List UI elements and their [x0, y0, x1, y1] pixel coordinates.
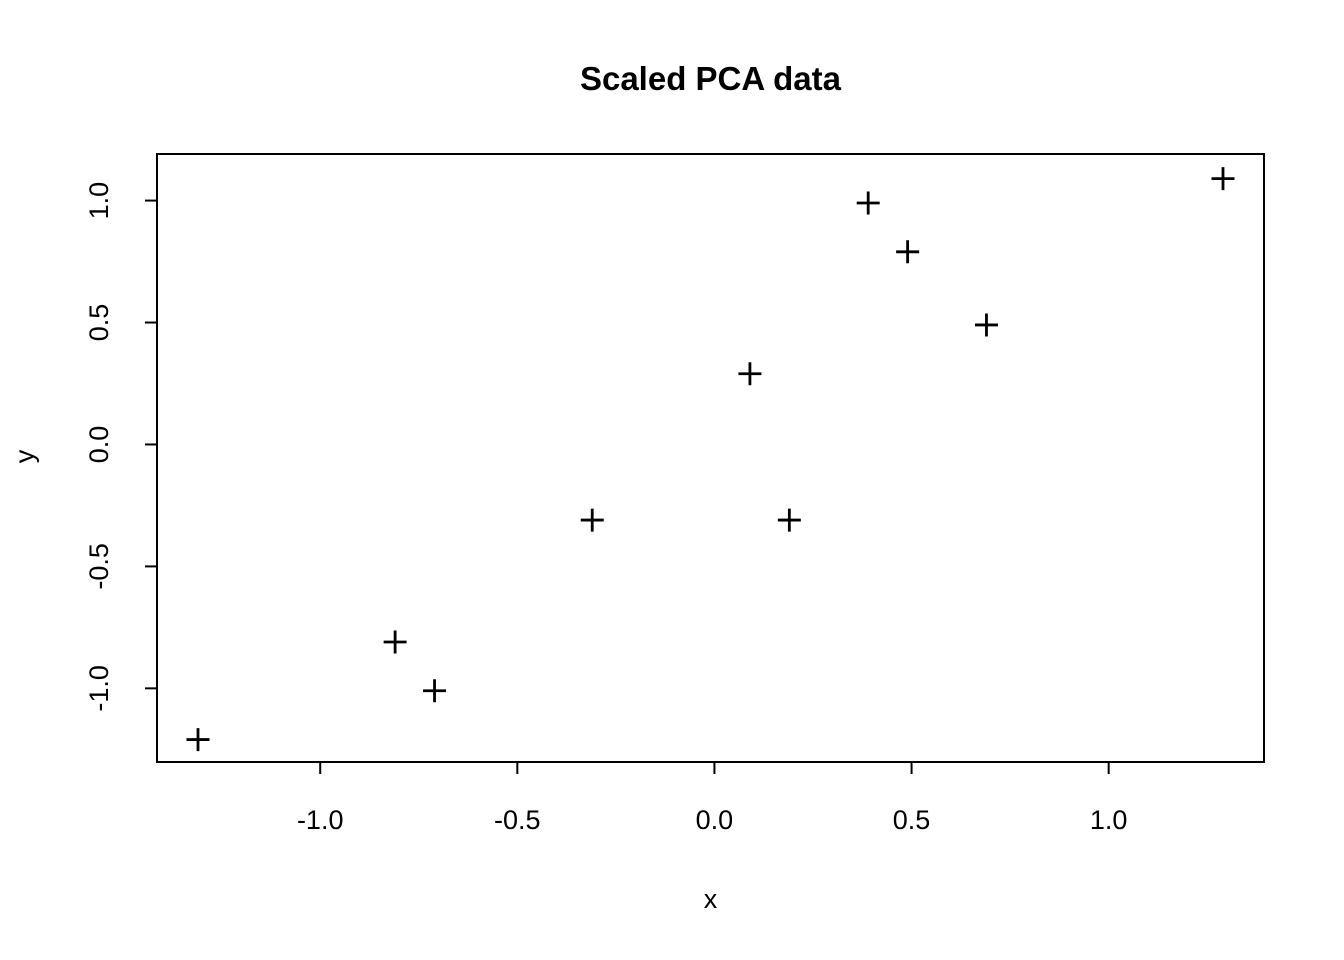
data-point-marker [186, 728, 210, 752]
data-point-marker [856, 191, 880, 215]
data-point-marker [738, 362, 762, 386]
y-tick-label: 1.0 [84, 182, 114, 220]
y-tick-label: -1.0 [84, 665, 114, 712]
y-axis: -1.0 -0.5 0.0 0.5 1.0 [84, 182, 157, 712]
x-tick-label: 0.0 [696, 805, 734, 835]
data-point-marker [974, 313, 998, 337]
x-tick-label: -1.0 [297, 805, 344, 835]
x-axis-label: x [703, 884, 718, 914]
data-point-marker [896, 240, 920, 264]
data-point-marker [580, 508, 604, 532]
data-points [186, 167, 1235, 752]
y-tick-label: -0.5 [84, 543, 114, 590]
data-point-marker [383, 630, 407, 654]
x-tick-label: 1.0 [1090, 805, 1128, 835]
y-tick-label: 0.0 [84, 426, 114, 464]
x-axis: -1.0 -0.5 0.0 0.5 1.0 [297, 762, 1128, 835]
x-tick-label: -0.5 [494, 805, 541, 835]
plot-border [156, 153, 1265, 763]
chart-title: Scaled PCA data [579, 60, 842, 97]
x-tick-label: 0.5 [893, 805, 931, 835]
data-point-marker [1211, 167, 1235, 191]
data-point-marker [423, 679, 447, 703]
data-point-marker [777, 508, 801, 532]
y-axis-label: y [9, 449, 40, 464]
y-tick-label: 0.5 [84, 304, 114, 342]
